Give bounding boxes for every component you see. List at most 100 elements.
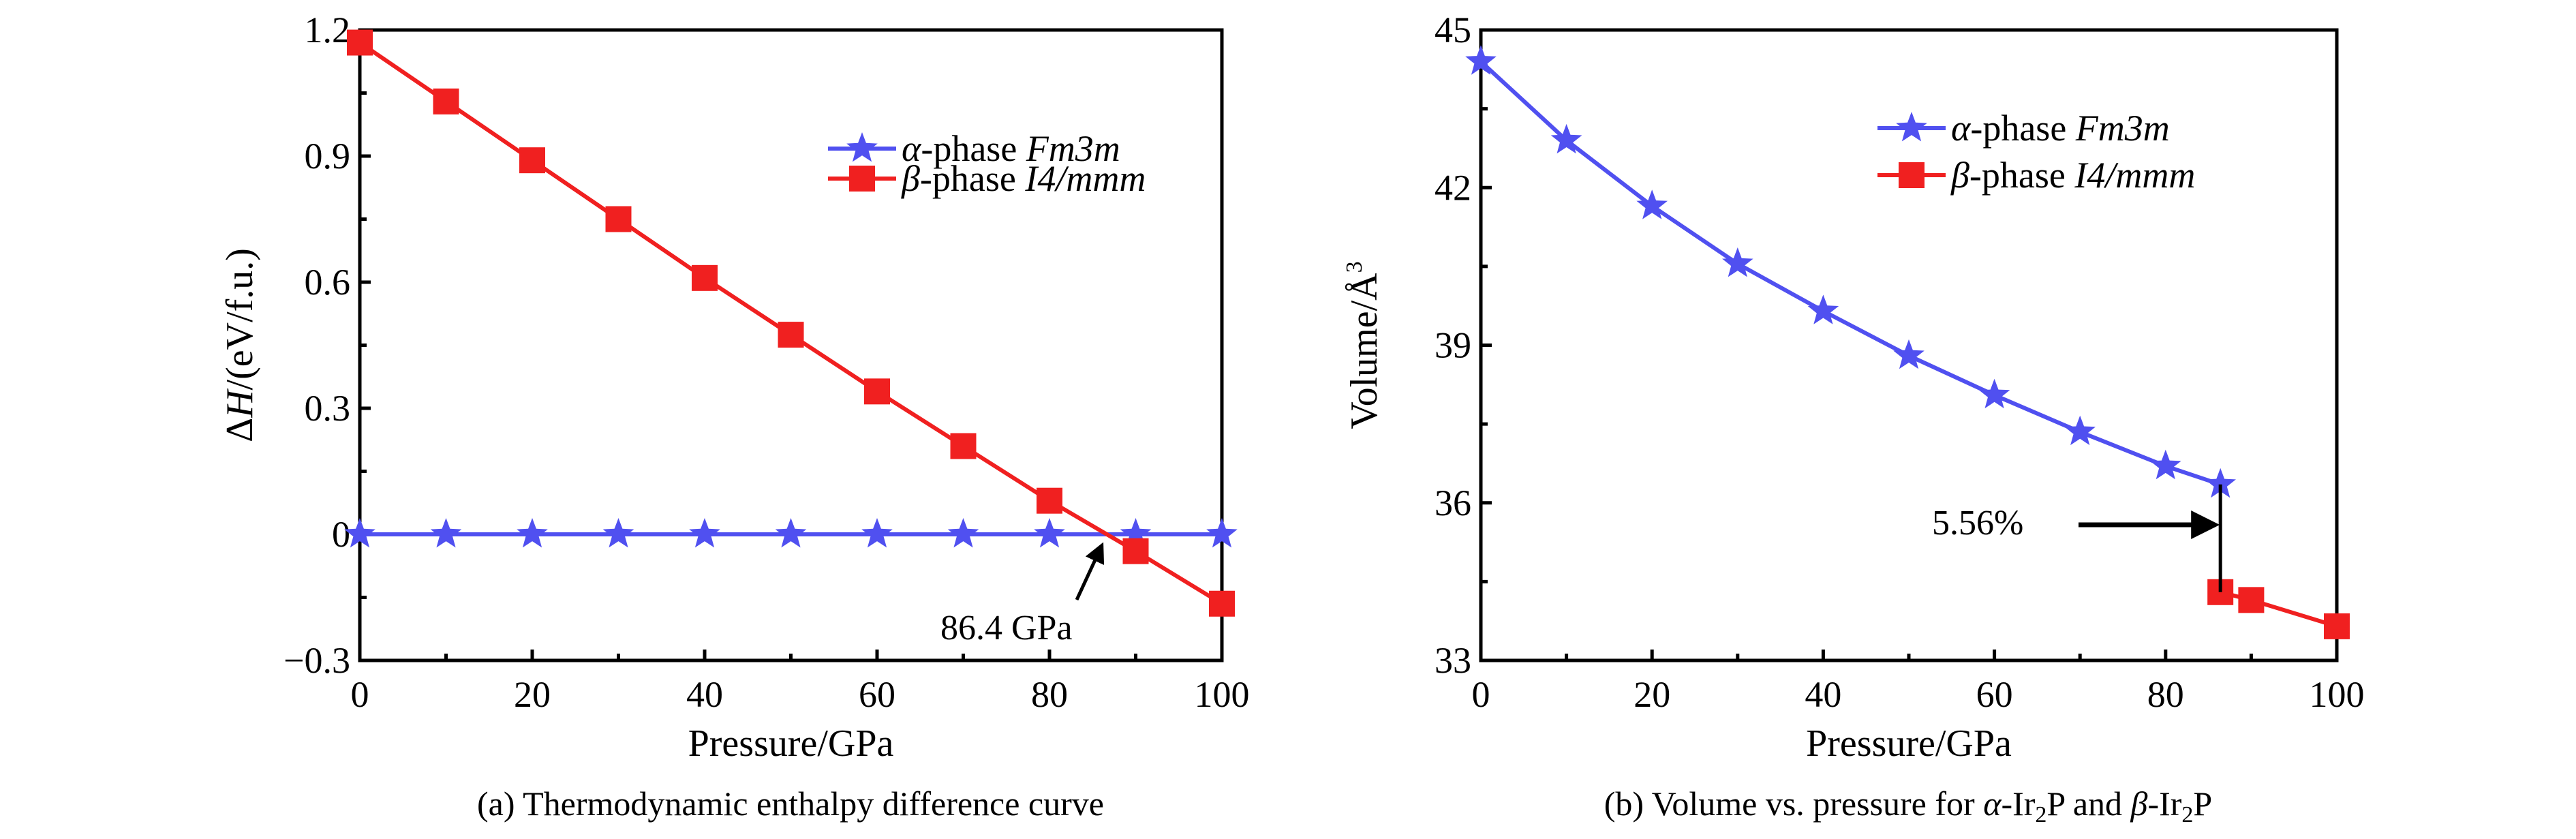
annotation-label: 86.4 GPa: [940, 609, 1073, 647]
y-axis-label-delta: Δ: [219, 418, 261, 442]
legend-marker: [1899, 162, 1925, 188]
data-point: [1034, 518, 1065, 548]
data-point: [2324, 613, 2350, 639]
y-axis-label: Volume/Å3: [1342, 261, 1385, 429]
y-tick-label: 0: [332, 514, 350, 555]
data-point: [950, 433, 977, 459]
y-tick-label: 1.2: [305, 10, 351, 50]
x-tick-label: 40: [1805, 674, 1841, 715]
data-point: [347, 29, 373, 56]
caption-subscript: 2: [2035, 802, 2046, 827]
data-point: [1465, 45, 1497, 75]
annotation-label: 5.56%: [1932, 504, 2023, 543]
caption-text: -Ir: [2147, 784, 2181, 823]
data-point: [2238, 587, 2265, 613]
data-point: [1120, 518, 1152, 548]
data-point: [861, 518, 893, 548]
legend-greek: β: [1950, 155, 1969, 196]
x-tick-label: 80: [1031, 674, 1068, 715]
data-point: [1206, 518, 1238, 548]
data-point: [517, 518, 548, 548]
legend-marker: [846, 132, 878, 162]
data-point: [430, 518, 462, 548]
y-tick-label: 36: [1435, 483, 1471, 523]
data-point: [778, 322, 804, 348]
caption-subscript: 2: [2181, 802, 2193, 827]
data-point: [2150, 449, 2181, 480]
series-line: [1479, 60, 2222, 487]
annotation-arrow: [1075, 542, 1105, 601]
data-point: [1893, 339, 1925, 369]
figure-caption: (b) Volume vs. pressure for α-Ir2P and β…: [1604, 784, 2212, 827]
legend-space-group: I4/mmm: [2074, 155, 2195, 196]
y-tick-label: 45: [1435, 10, 1471, 50]
data-point: [1209, 590, 1235, 617]
legend-marker: [1896, 112, 1927, 142]
data-point: [1636, 189, 1668, 219]
y-tick-label: −0.3: [283, 640, 350, 681]
y-tick-label: 0.9: [305, 136, 351, 177]
figure-caption: (a) Thermodynamic enthalpy difference cu…: [477, 784, 1104, 823]
x-tick-label: 20: [514, 674, 551, 715]
x-tick-label: 60: [859, 674, 895, 715]
y-tick-label: 33: [1435, 640, 1471, 681]
x-tick-label: 20: [1634, 674, 1670, 715]
series-square: [347, 29, 1235, 617]
legend-label: β-phase I4/mmm: [901, 158, 1146, 199]
data-point: [2064, 415, 2096, 446]
series-square: [2207, 579, 2350, 639]
caption-text: P and: [2046, 784, 2130, 823]
legend-space-group: Fm3m: [1026, 128, 1120, 169]
caption-text: P: [2193, 784, 2212, 823]
data-point: [602, 518, 634, 548]
x-tick-label: 0: [351, 674, 369, 715]
legend-greek: α: [1951, 108, 1972, 149]
data-point: [1122, 538, 1149, 564]
caption-text: (b) Volume vs. pressure for: [1604, 784, 1983, 823]
data-point: [947, 518, 979, 548]
y-axis-label-text: Volume/Å: [1343, 273, 1385, 429]
y-tick-label: 0.6: [305, 262, 351, 303]
data-point: [1037, 487, 1062, 514]
x-axis-label: Pressure/GPa: [1806, 722, 2012, 765]
legend-label: α-phase Fm3m: [902, 128, 1120, 169]
x-tick-label: 100: [2310, 674, 2365, 715]
legend-greek: α: [902, 128, 922, 169]
x-tick-label: 100: [1195, 674, 1250, 715]
y-tick-label: 42: [1435, 167, 1471, 208]
x-tick-label: 80: [2147, 674, 2184, 715]
chart-panel-a: 0 20 40 60 80 100−0.300.30.60.91.2Pressure/GP…: [219, 10, 1250, 823]
data-point: [692, 264, 718, 291]
series-line: [2220, 590, 2337, 628]
x-tick-label: 40: [686, 674, 723, 715]
chart-panel-b: 0 20 40 60 80 100 33 36 39 42 45 Pressure/GPa Volume…: [1342, 10, 2365, 827]
legend-space-group: Fm3m: [2075, 108, 2170, 149]
legend-greek: β: [901, 158, 920, 199]
data-point: [605, 206, 632, 232]
legend-phase: -phase: [920, 158, 1025, 199]
caption-text: -Ir: [2001, 784, 2035, 823]
y-axis-label-unit: /(eV/f.u.): [219, 248, 261, 390]
data-point: [433, 88, 459, 115]
y-axis-label: ΔH/(eV/f.u.): [219, 248, 261, 442]
legend-marker: [849, 166, 875, 192]
data-point: [864, 378, 890, 405]
legend-phase: -phase: [1969, 155, 2074, 196]
y-tick-label: 39: [1435, 325, 1471, 366]
data-point: [344, 518, 375, 548]
y-axis-label-h: H: [219, 388, 261, 418]
caption-greek: β: [2130, 784, 2148, 823]
y-tick-label: 0.3: [305, 388, 351, 429]
caption-greek: α: [1983, 784, 2002, 823]
x-tick-label: 0: [1472, 674, 1490, 715]
data-point: [1722, 247, 1753, 277]
legend-space-group: I4/mmm: [1024, 158, 1146, 199]
series-star: [344, 518, 1238, 548]
series-star: [1465, 45, 2236, 498]
data-point: [1550, 123, 1582, 154]
x-axis-label: Pressure/GPa: [688, 722, 894, 765]
data-point: [1978, 378, 2010, 409]
legend-phase: -phase: [1970, 108, 2075, 149]
data-point: [1807, 294, 1839, 324]
